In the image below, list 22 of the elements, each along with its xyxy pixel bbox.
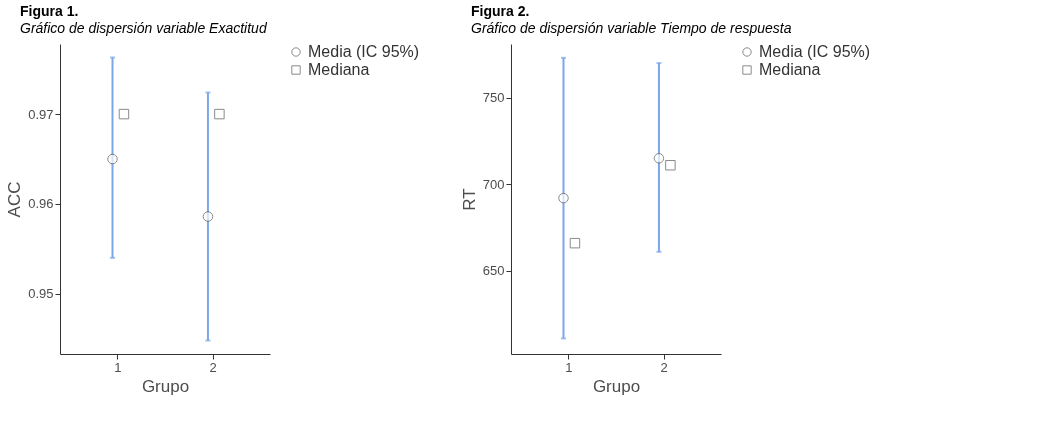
legend-label: Mediana xyxy=(759,61,821,78)
y-tick-label: 0.97 xyxy=(28,106,54,122)
legend-label: Media (IC 95%) xyxy=(308,43,420,60)
x-tick-label: 2 xyxy=(209,359,217,375)
chart-subtitle: Gráfico de dispersión variable Tiempo de respuesta xyxy=(471,20,792,36)
x-axis-title: Grupo xyxy=(141,376,190,396)
x-axis-title: Grupo xyxy=(592,376,641,396)
y-tick-label: 700 xyxy=(482,176,505,192)
x-tick-label: 2 xyxy=(660,359,668,375)
chart-subtitle: Gráfico de dispersión variable Exactitud xyxy=(20,20,268,36)
x-tick-label: 1 xyxy=(565,359,573,375)
y-axis-title: ACC xyxy=(5,181,25,218)
x-tick-label: 1 xyxy=(114,359,122,375)
y-tick-label: 650 xyxy=(482,263,505,279)
y-tick-label: 0.96 xyxy=(28,196,54,212)
chart-title: Figura 2. xyxy=(471,3,530,19)
y-axis-title: RT xyxy=(459,188,479,211)
chart-title: Figura 1. xyxy=(20,3,79,19)
legend-label: Media (IC 95%) xyxy=(759,43,871,60)
legend-label: Mediana xyxy=(308,61,370,78)
y-tick-label: 0.95 xyxy=(28,286,54,302)
y-tick-label: 750 xyxy=(482,90,505,106)
